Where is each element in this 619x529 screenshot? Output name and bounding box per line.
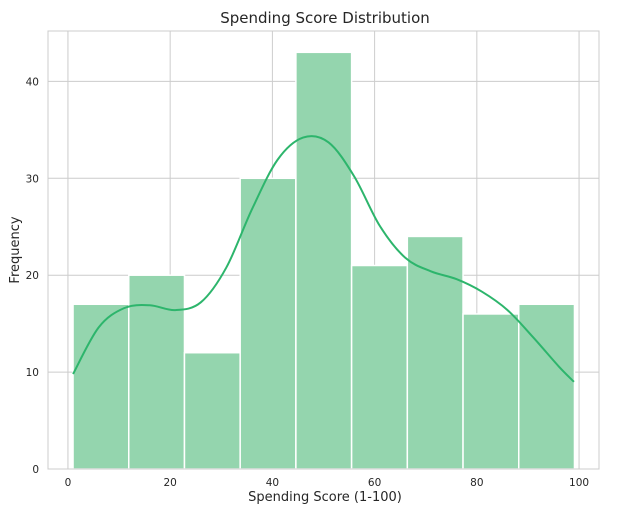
- x-tick-label: 100: [569, 477, 589, 489]
- histogram-bar: [462, 313, 520, 470]
- x-tick-labels: 0 20 40 60 80 100: [65, 477, 589, 489]
- plot-border: [47, 30, 600, 470]
- x-tick-label: 0: [65, 477, 72, 489]
- y-tick-label: 30: [26, 173, 39, 185]
- histogram-bar: [239, 177, 297, 470]
- x-tick-label: 60: [368, 477, 381, 489]
- x-axis-label: Spending Score (1-100): [248, 490, 402, 505]
- histogram-bar: [72, 303, 130, 470]
- histogram-bar: [183, 351, 241, 470]
- kde-curve: [72, 135, 575, 383]
- histogram-bar: [350, 264, 409, 470]
- histogram-bar: [518, 303, 576, 470]
- y-axis-label: Frequency: [8, 216, 23, 283]
- histogram-bars: [72, 51, 576, 470]
- kde-line: [72, 135, 575, 383]
- histogram-bar: [295, 51, 353, 470]
- y-tick-label: 0: [32, 464, 39, 476]
- x-tick-label: 20: [163, 477, 176, 489]
- y-tick-label: 20: [26, 270, 39, 282]
- histogram-bar: [128, 274, 186, 470]
- x-tick-label: 80: [470, 477, 483, 489]
- y-tick-label: 10: [26, 367, 39, 379]
- chart-title: Spending Score Distribution: [220, 9, 430, 27]
- x-tick-label: 40: [266, 477, 279, 489]
- plot-frame: [47, 30, 600, 470]
- histogram-bar: [406, 235, 464, 470]
- y-tick-label: 40: [26, 76, 39, 88]
- y-tick-labels: 0 10 20 30 40: [26, 76, 39, 476]
